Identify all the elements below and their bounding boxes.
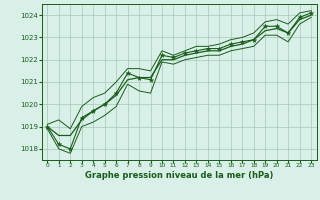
X-axis label: Graphe pression niveau de la mer (hPa): Graphe pression niveau de la mer (hPa) [85, 171, 273, 180]
